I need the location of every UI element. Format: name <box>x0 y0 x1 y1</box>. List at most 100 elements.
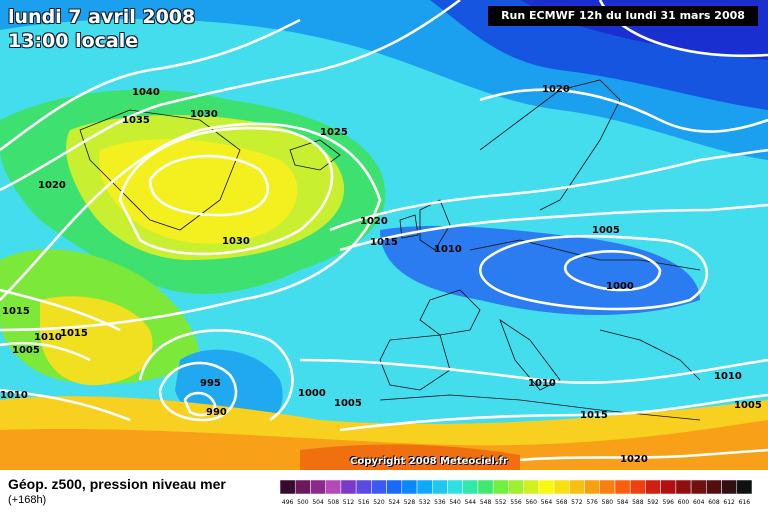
isobar-label: 1015 <box>370 237 398 248</box>
scale-swatch <box>523 480 540 495</box>
isobar-1035 <box>0 0 461 192</box>
scale-tick-label: 572 <box>571 499 583 506</box>
isobar-label: 1005 <box>734 400 762 411</box>
isobar-1005-west <box>0 341 91 362</box>
isobar-label: 1030 <box>190 109 218 120</box>
scale-swatch <box>690 480 707 495</box>
geopotential-map: 1040 1035 1030 1025 1020 1030 1020 1015 … <box>0 0 768 470</box>
scale-tick-label: 600 <box>678 499 690 506</box>
field-europe-low <box>380 225 700 315</box>
scale-tick-label: 560 <box>525 499 537 506</box>
legend-title: Géop. z500, pression niveau mer <box>8 476 226 492</box>
scale-swatch <box>340 480 357 495</box>
scale-swatch <box>569 480 585 495</box>
field-yellow <box>99 139 298 244</box>
isobar-1015-north <box>479 88 768 133</box>
isobar-1015 <box>339 203 768 252</box>
scale-tick-label: 504 <box>312 499 324 506</box>
scale-tick-label: 588 <box>632 499 644 506</box>
scale-swatch <box>508 480 524 495</box>
isobar-label: 995 <box>200 378 221 389</box>
scale-swatch <box>492 480 509 495</box>
isobar-995 <box>158 361 238 422</box>
isobar-label: 1000 <box>606 281 634 292</box>
isobar-1020 <box>0 122 382 332</box>
scale-swatch <box>447 480 463 495</box>
isobar-1000 <box>564 250 662 292</box>
scale-tick-label: 528 <box>404 499 416 506</box>
scale-tick-label: 564 <box>541 499 553 506</box>
isobar-label: 1015 <box>2 306 30 317</box>
scale-tick-label: 576 <box>586 499 598 506</box>
isobar-label: 990 <box>206 407 227 418</box>
scale-swatch <box>416 480 433 495</box>
isobar-1040 <box>0 18 301 152</box>
isobar-label: 1030 <box>222 236 250 247</box>
scale-swatch <box>310 480 326 495</box>
scale-tick-label: 516 <box>358 499 370 506</box>
scale-tick-label: 584 <box>617 499 629 506</box>
scale-swatch <box>721 480 738 495</box>
scale-swatch <box>294 480 311 495</box>
scale-tick-label: 568 <box>556 499 568 506</box>
scale-swatch <box>538 480 555 495</box>
field-south-deep-orange <box>300 444 520 470</box>
isobar-label: 1025 <box>320 127 348 138</box>
coastlines <box>79 79 701 421</box>
isobar-1010-south <box>299 358 768 385</box>
isobar-1015-west <box>0 288 121 332</box>
scale-swatch <box>675 480 692 495</box>
scale-tick-label: 512 <box>343 499 355 506</box>
scale-tick-label: 532 <box>419 499 431 506</box>
legend-footer: Géop. z500, pression niveau mer (+168h) … <box>0 470 768 512</box>
scale-swatch <box>386 480 403 495</box>
scale-swatch <box>660 480 677 495</box>
scale-swatch <box>599 480 616 495</box>
scale-tick-label: 616 <box>739 499 751 506</box>
isobar-1020-east <box>329 148 768 232</box>
isobar-label: 1020 <box>620 454 648 465</box>
isobar-labels: 1040 1035 1030 1025 1020 1030 1020 1015 … <box>0 84 762 465</box>
coast-iberia <box>379 334 451 391</box>
copyright-text: Copyright 2008 Meteociel.fr <box>350 456 508 467</box>
field-yellow-2 <box>40 296 153 386</box>
isobar-990 <box>183 391 217 417</box>
forecast-date: lundi 7 avril 2008 <box>8 6 196 28</box>
scale-tick-label: 592 <box>647 499 659 506</box>
scale-swatch <box>371 480 387 495</box>
isobar-label: 1010 <box>434 244 462 255</box>
run-info-box: Run ECMWF 12h du lundi 31 mars 2008 <box>488 6 758 26</box>
scale-swatch <box>645 480 661 495</box>
scale-swatch <box>706 480 722 495</box>
scale-swatch <box>629 480 646 495</box>
scale-swatch <box>477 480 494 495</box>
scale-tick-label: 548 <box>480 499 492 506</box>
isobar-1020-south <box>519 448 768 462</box>
isobar-label: 1005 <box>334 398 362 409</box>
forecast-local-time: 13:00 locale <box>8 30 139 52</box>
coast-scandinavia <box>479 79 621 211</box>
isobar-1005 <box>479 234 708 311</box>
scale-swatch <box>614 480 631 495</box>
scale-tick-label: 500 <box>297 499 309 506</box>
isobar-label: 1020 <box>542 84 570 95</box>
scale-tick-label: 508 <box>328 499 340 506</box>
isobar-1030-inner <box>148 154 270 217</box>
coast-ireland <box>399 214 419 239</box>
isobar-1025 <box>118 126 334 256</box>
legend-subtitle: (+168h) <box>8 494 47 506</box>
isobar-label: 1010 <box>528 378 556 389</box>
isobar-label: 1015 <box>580 410 608 421</box>
isobar-label: 1020 <box>38 180 66 191</box>
scale-swatch <box>280 480 296 495</box>
scale-tick-label: 524 <box>388 499 400 506</box>
scale-tick-label: 552 <box>495 499 507 506</box>
scale-swatch <box>553 480 570 495</box>
isobar-1000-west <box>138 329 294 422</box>
isobar-label: 1015 <box>60 328 88 339</box>
coast-france <box>419 289 481 336</box>
scale-swatch <box>325 480 342 495</box>
scale-tick-label: 612 <box>723 499 735 506</box>
scale-swatch <box>355 480 372 495</box>
scale-swatch <box>401 480 418 495</box>
